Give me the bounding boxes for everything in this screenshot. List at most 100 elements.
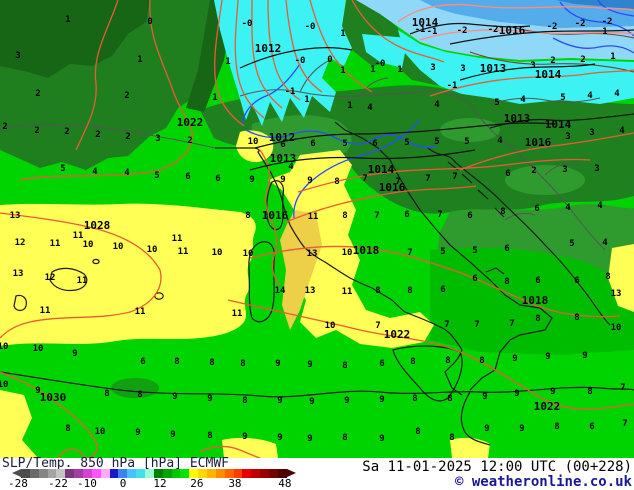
colorbar-segment — [100, 469, 110, 478]
colorbar-segment — [269, 469, 278, 478]
colorbar-segment — [251, 469, 261, 478]
po-valley-region — [251, 115, 352, 159]
temp-value-label: 4 — [434, 100, 440, 110]
temp-value-label: 2 — [550, 56, 555, 66]
colorbar-segment — [47, 469, 57, 478]
temp-value-label: 13 — [611, 289, 622, 299]
temperature-colorbar — [12, 469, 296, 478]
liguria-warm-patch — [236, 130, 274, 163]
temp-value-label: -2 — [547, 22, 558, 32]
temp-value-label: 12 — [45, 273, 56, 283]
isobar-pressure-label: 1014 — [412, 16, 439, 29]
temp-value-label: 1 — [340, 66, 345, 76]
temp-value-label: 7 — [452, 172, 457, 182]
temp-value-label: 8 — [445, 356, 450, 366]
temp-value-label: 5 — [154, 171, 159, 181]
colorbar-segment — [91, 469, 101, 478]
temp-value-label: -0 — [295, 56, 306, 66]
isobar-pressure-label: 1018 — [353, 244, 380, 257]
colorbar-segment — [207, 469, 216, 478]
isobars-pink — [397, 3, 634, 41]
colorbar-segment — [242, 469, 252, 478]
temp-value-label: 9 — [545, 352, 550, 362]
temp-value-label: 6 — [404, 210, 409, 220]
tyrrhenian-warm-band — [268, 150, 434, 348]
temp-value-label: -2 — [488, 25, 499, 35]
temp-value-label: 7 — [509, 319, 514, 329]
temp-value-label: 1 — [340, 29, 345, 39]
isobar-pressure-label: 1022 — [534, 400, 561, 413]
temp-value-label: 5 — [464, 137, 469, 147]
temp-value-label: 7 — [374, 211, 379, 221]
temp-value-label: -1 — [285, 87, 296, 97]
temp-value-label: 1 — [610, 52, 615, 62]
temp-value-label: 8 — [412, 394, 417, 404]
temp-value-label: 11 — [172, 234, 183, 244]
temp-value-label: 9 — [207, 394, 212, 404]
temp-value-label: 8 — [504, 277, 509, 287]
temp-value-label: 9 — [307, 360, 312, 370]
ionian-midgreen-region — [430, 247, 634, 355]
temp-value-label: 2 — [35, 89, 40, 99]
isobars-orange — [0, 0, 634, 458]
colorbar-segment — [180, 469, 190, 478]
temp-value-label: 8 — [245, 211, 250, 221]
temp-value-label: 8 — [605, 272, 610, 282]
temp-value-label: 9 — [307, 176, 312, 186]
temp-value-label: 8 — [415, 427, 420, 437]
temp-value-label: 6 — [589, 422, 594, 432]
temp-value-label: 2 — [125, 132, 130, 142]
temp-value-label: 10 — [113, 242, 124, 252]
temp-value-label: 9 — [72, 349, 77, 359]
temp-value-label: 4 — [497, 136, 503, 146]
green-patch — [111, 378, 159, 398]
temp-value-label: 8 — [479, 356, 484, 366]
temp-value-label: 1 — [602, 27, 607, 37]
temp-value-label: 7 — [362, 174, 367, 184]
isobars-black — [239, 22, 634, 171]
temp-value-label: 11 — [178, 247, 189, 257]
temp-value-label: 7 — [425, 174, 430, 184]
temp-value-label: 9 — [35, 386, 40, 396]
temp-value-label: 8 — [342, 211, 347, 221]
temp-value-label: 4 — [614, 89, 620, 99]
temp-value-label: 3 — [430, 63, 435, 73]
isobar-pressure-label: 1028 — [84, 219, 111, 232]
temp-value-label: 8 — [137, 390, 142, 400]
temp-value-label: 8 — [410, 357, 415, 367]
temp-value-label: 8 — [342, 361, 347, 371]
temp-value-label: 7 — [444, 320, 449, 330]
temp-value-label: 8 — [334, 177, 339, 187]
temp-value-label: 4 — [565, 203, 571, 213]
temp-value-label: 6 — [215, 174, 220, 184]
temp-value-label: -2 — [575, 19, 586, 29]
temp-value-label: 6 — [505, 169, 510, 179]
temp-value-label: 8 — [240, 359, 245, 369]
sw-warm-patch-1 — [0, 390, 38, 458]
temp-value-label: 4 — [367, 103, 373, 113]
temp-value-label: 7 — [622, 419, 627, 429]
colorbar-segment — [171, 469, 181, 478]
temp-value-label: 2 — [124, 91, 129, 101]
temp-value-label: 5 — [342, 139, 347, 149]
temp-value-label: 7 — [375, 321, 380, 331]
temp-value-label: 6 — [504, 244, 509, 254]
temp-value-label: 9 — [379, 434, 384, 444]
isobar-pressure-label: 1030 — [40, 391, 67, 404]
tyrrhenian-core-warm — [280, 210, 322, 330]
temp-value-label: -2 — [457, 26, 468, 36]
colorbar-segment — [198, 469, 208, 478]
temp-value-label: 13 — [13, 269, 24, 279]
temp-value-label: 8 — [375, 286, 380, 296]
temp-value-label: 10 — [325, 321, 336, 331]
temp-value-label: 10 — [33, 344, 44, 354]
temp-value-label: 10 — [95, 427, 106, 437]
temp-value-label: 4 — [602, 238, 608, 248]
colorbar-tick-label: -10 — [77, 477, 97, 490]
temp-value-label: 5 — [560, 93, 565, 103]
temp-value-label: -2 — [602, 17, 613, 27]
temp-value-label: 10 — [212, 248, 223, 258]
colorbar-tick-label: -28 — [8, 477, 28, 490]
